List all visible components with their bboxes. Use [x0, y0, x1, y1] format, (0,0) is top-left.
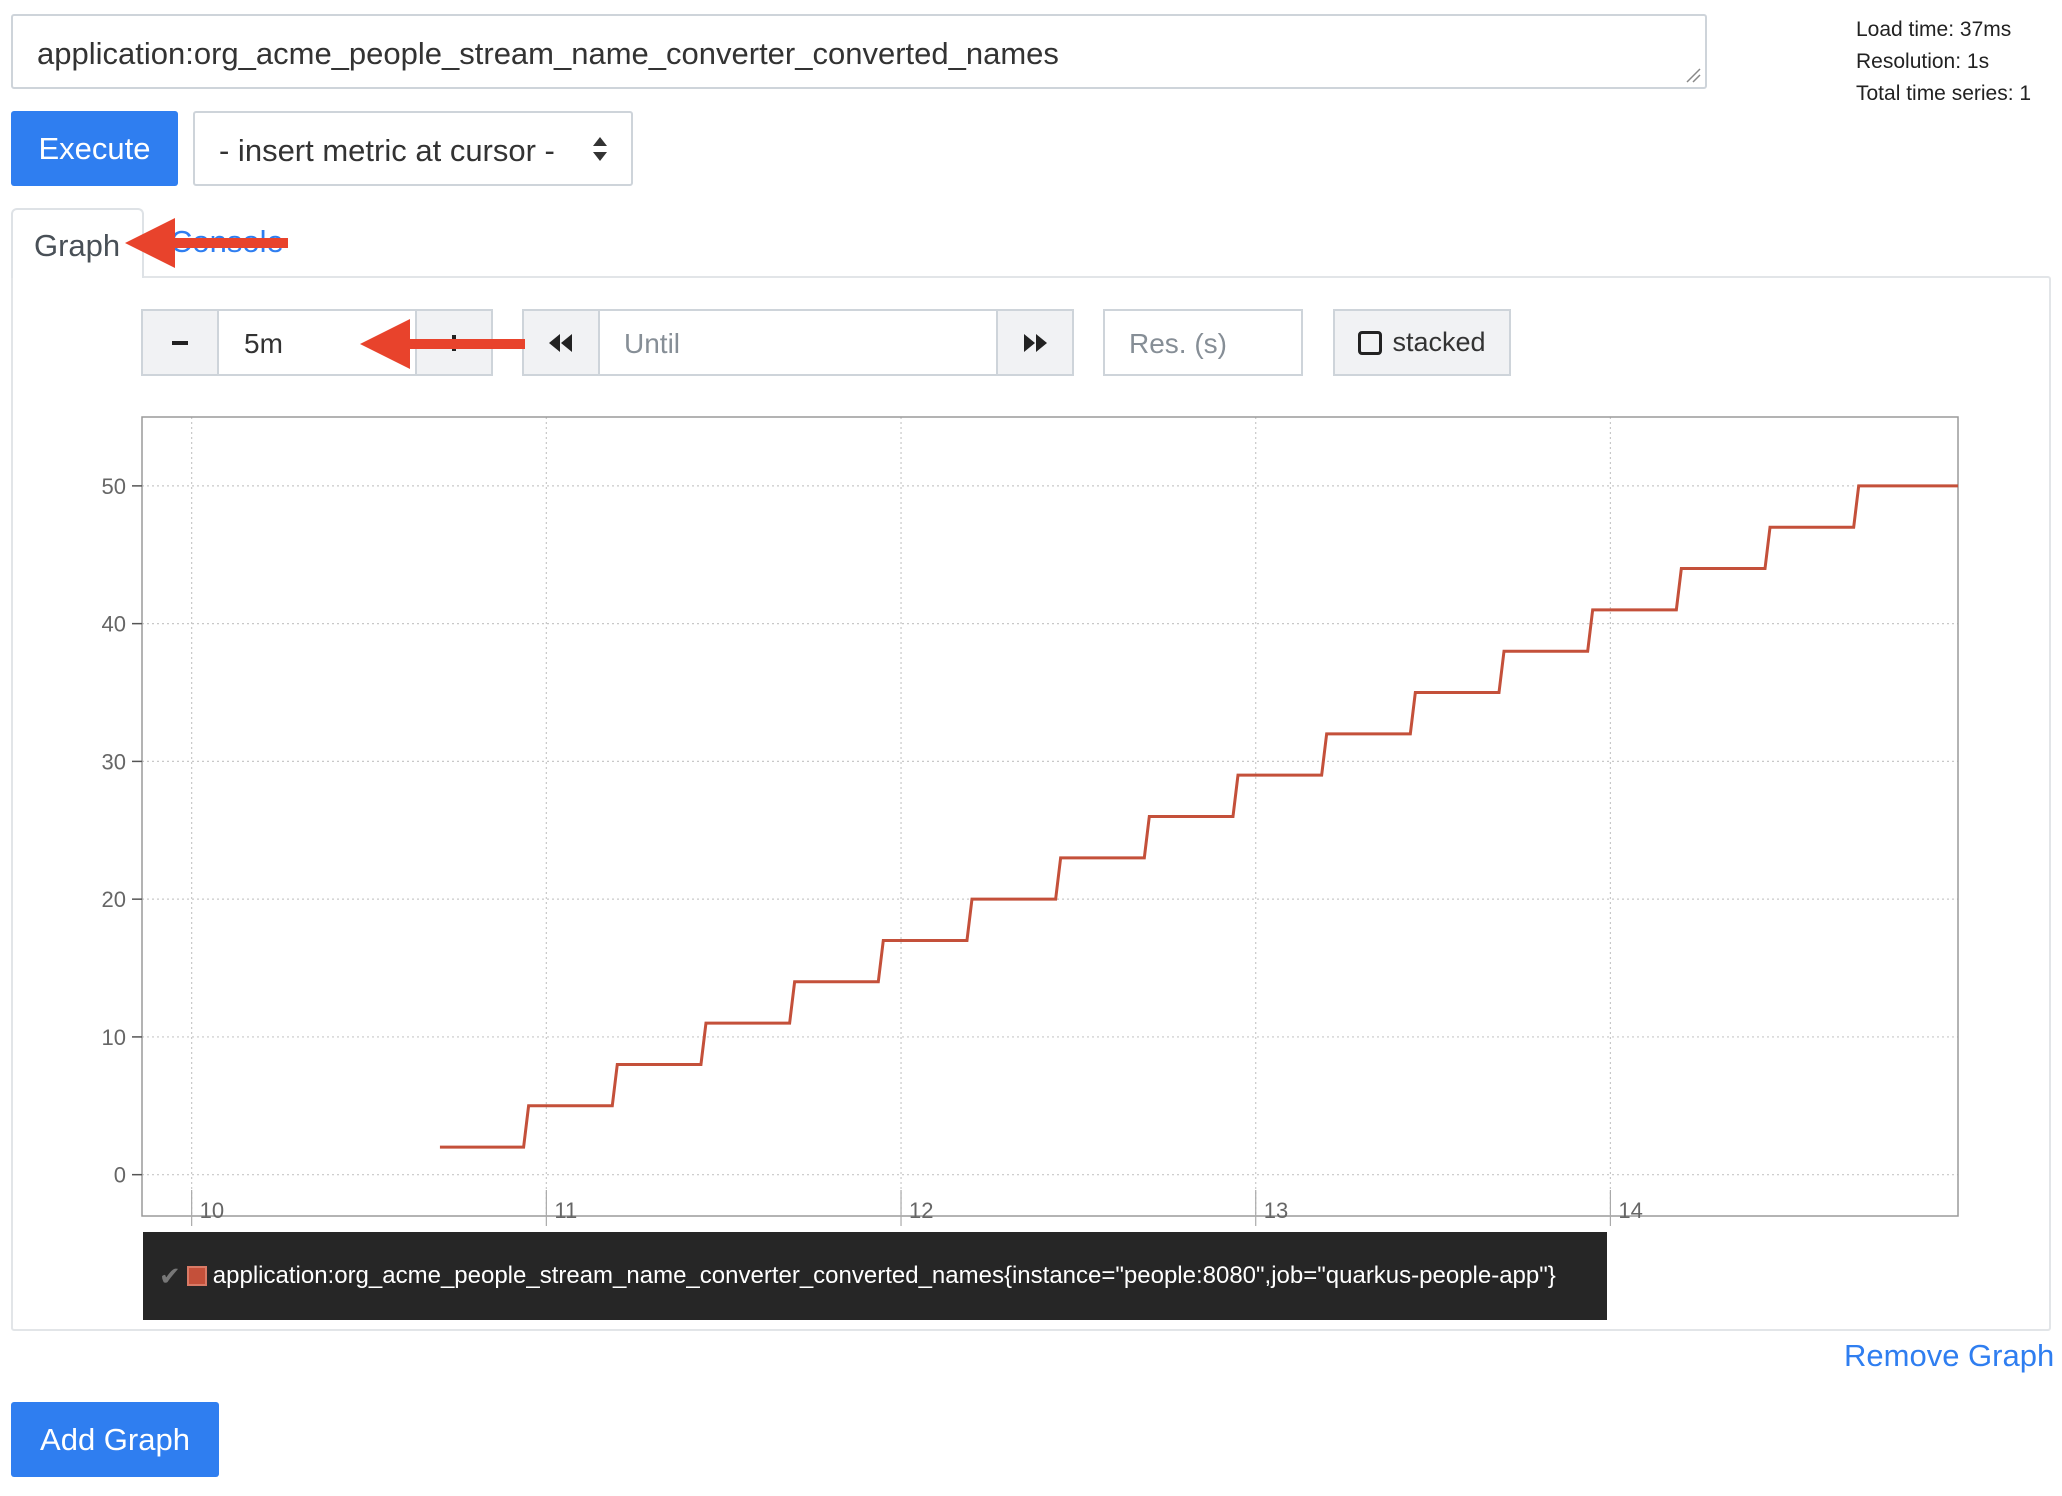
range-increase-button[interactable]	[415, 309, 493, 376]
range-input[interactable]: 5m	[217, 309, 417, 376]
resolution-input[interactable]: Res. (s)	[1103, 309, 1303, 376]
resolution-stat: Resolution: 1s	[1856, 50, 1990, 73]
series-line	[439, 484, 1958, 1149]
tab-console[interactable]: Console	[170, 224, 284, 259]
y-tick-label: 30	[102, 749, 126, 774]
plus-icon	[446, 334, 462, 351]
x-tick-label: 13	[1264, 1198, 1288, 1223]
y-tick-label: 20	[102, 887, 126, 912]
tab-graph[interactable]: Graph	[11, 208, 144, 278]
rewind-button[interactable]	[522, 309, 600, 376]
select-arrows-icon	[593, 137, 607, 161]
execute-button[interactable]: Execute	[11, 111, 178, 186]
remove-graph-link[interactable]: Remove Graph	[1844, 1338, 2055, 1373]
load-time: Load time: 37ms	[1856, 18, 2012, 41]
expression-input[interactable]: application:org_acme_people_stream_name_…	[11, 14, 1707, 89]
stacked-toggle[interactable]: stacked	[1333, 309, 1511, 376]
add-graph-button[interactable]: Add Graph	[11, 1402, 219, 1477]
metric-select-value: - insert metric at cursor -	[219, 133, 555, 168]
stacked-checkbox-icon	[1358, 330, 1383, 355]
y-tick-label: 0	[114, 1163, 126, 1188]
rewind-icon	[549, 333, 572, 352]
checkmark-icon: ✔	[159, 1260, 181, 1291]
query-stats: Load time: 37ms Resolution: 1s Total tim…	[1856, 14, 2056, 110]
expression-text: application:org_acme_people_stream_name_…	[37, 36, 1059, 71]
x-tick-label: 12	[909, 1198, 933, 1223]
chart-grid	[142, 417, 1958, 1216]
fast-forward-icon	[1024, 333, 1047, 352]
range-decrease-button[interactable]	[141, 309, 219, 376]
graph-panel	[11, 276, 2051, 1331]
y-tick-label: 40	[102, 612, 126, 637]
y-tick-label: 10	[102, 1025, 126, 1050]
until-input[interactable]: Until	[598, 309, 998, 376]
x-tick-labels: 10 11 12 13 14	[200, 1198, 1643, 1223]
resize-grip-icon[interactable]	[1683, 65, 1701, 83]
fast-forward-button[interactable]	[996, 309, 1074, 376]
total-series-stat: Total time series: 1	[1856, 82, 2032, 105]
graph-legend[interactable]: ✔ application:org_acme_people_stream_nam…	[143, 1232, 1607, 1320]
y-tick-labels: 0 10 20 30 40 50	[102, 474, 126, 1188]
series-color-swatch	[186, 1266, 207, 1286]
time-series-chart[interactable]: 0 10 20 30 40 50 10 11 12 13 14	[100, 410, 1980, 1230]
insert-metric-select[interactable]: - insert metric at cursor -	[193, 111, 633, 186]
legend-series-label: application:org_acme_people_stream_name_…	[212, 1262, 1556, 1289]
x-tick-label: 11	[554, 1198, 577, 1223]
plot-frame	[141, 416, 1959, 1217]
x-tick-label: 10	[200, 1198, 224, 1223]
minus-icon	[172, 340, 188, 345]
y-tick-label: 50	[102, 474, 126, 499]
chart-axes	[132, 416, 1959, 1226]
stacked-label: stacked	[1392, 327, 1486, 357]
x-tick-label: 14	[1618, 1198, 1642, 1223]
